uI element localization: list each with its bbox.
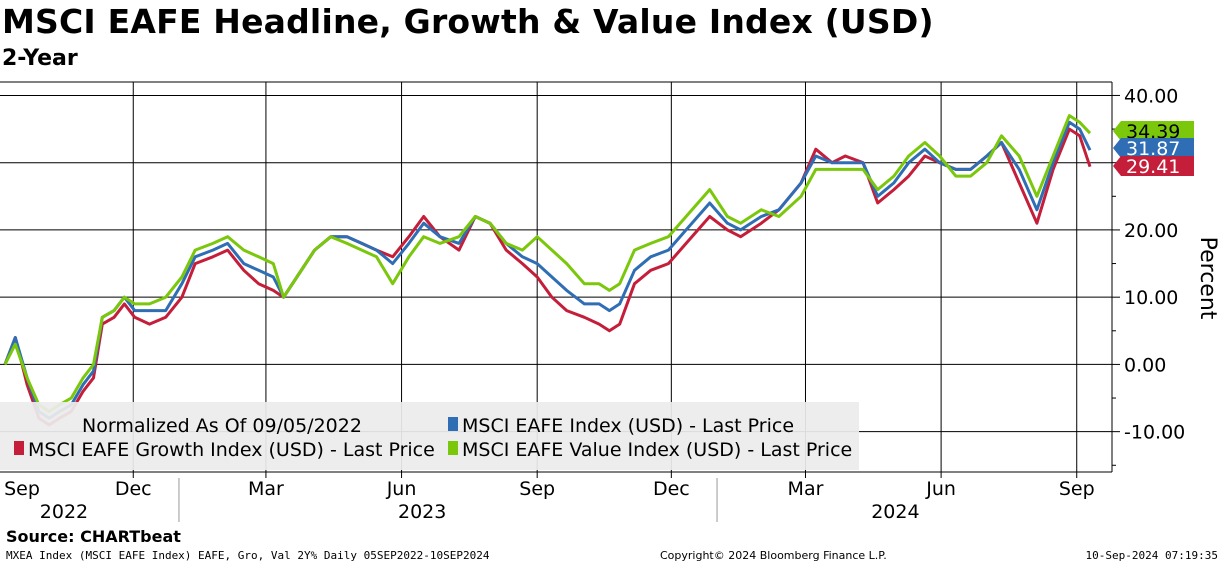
last-value-tag-box xyxy=(1113,156,1194,176)
y-axis-title: Percent xyxy=(1195,237,1220,320)
series-line-1 xyxy=(3,120,1092,420)
x-tick-label: Sep xyxy=(1059,478,1095,500)
footer-description: MXEA Index (MSCI EAFE Index) EAFE, Gro, … xyxy=(6,549,490,562)
legend-entry-label: MSCI EAFE Value Index (USD) - Last Price xyxy=(462,439,852,461)
last-value-tag-label: 31.87 xyxy=(1126,138,1180,160)
x-year-label: 2022 xyxy=(40,501,88,523)
y-tick-label: 10.00 xyxy=(1124,287,1178,309)
last-value-tag-box xyxy=(1113,138,1194,158)
legend-note: Normalized As Of 09/05/2022 xyxy=(82,415,362,437)
chart-title: MSCI EAFE Headline, Growth & Value Index… xyxy=(2,2,934,41)
legend-entry-label: MSCI EAFE Growth Index (USD) - Last Pric… xyxy=(28,439,435,461)
x-year-label: 2023 xyxy=(398,501,446,523)
chart-subtitle: 2-Year xyxy=(2,46,78,71)
footer-copyright: Copyright© 2024 Bloomberg Finance L.P. xyxy=(660,549,887,562)
x-tick-label: Dec xyxy=(115,478,152,500)
x-tick-label: Sep xyxy=(4,478,40,500)
last-value-tag: 29.41 xyxy=(1113,156,1194,178)
y-tick-label: 20.00 xyxy=(1124,220,1178,242)
y-tick-label: 40.00 xyxy=(1124,85,1178,107)
y-tick-label: 0.00 xyxy=(1124,354,1166,376)
x-tick-label: Dec xyxy=(653,478,690,500)
legend-entry-label: MSCI EAFE Index (USD) - Last Price xyxy=(462,415,794,437)
x-tick-label: Jun xyxy=(925,478,956,500)
legend-swatch xyxy=(14,441,24,455)
x-tick-label: Mar xyxy=(788,478,824,500)
x-year-label: 2024 xyxy=(871,501,919,523)
series-line-0 xyxy=(3,127,1092,427)
last-value-tag: 34.39 xyxy=(1113,121,1194,143)
last-value-tag: 31.87 xyxy=(1113,138,1194,160)
footer-timestamp: 10-Sep-2024 07:19:35 xyxy=(1085,549,1218,562)
source-note: Source: CHARTbeat xyxy=(6,527,181,546)
legend-background xyxy=(0,402,859,470)
last-value-tag-box xyxy=(1113,121,1194,141)
x-tick-label: Mar xyxy=(248,478,284,500)
series-line-2 xyxy=(3,114,1092,413)
last-value-tag-label: 29.41 xyxy=(1126,156,1180,178)
legend: Normalized As Of 09/05/2022 MSCI EAFE Ind… xyxy=(0,402,859,470)
y-tick-label: -10.00 xyxy=(1124,422,1185,444)
x-tick-label: Jun xyxy=(386,478,417,500)
legend-swatch xyxy=(448,417,458,431)
legend-swatch xyxy=(448,441,458,455)
x-tick-label: Sep xyxy=(519,478,555,500)
last-value-tag-label: 34.39 xyxy=(1126,121,1180,143)
